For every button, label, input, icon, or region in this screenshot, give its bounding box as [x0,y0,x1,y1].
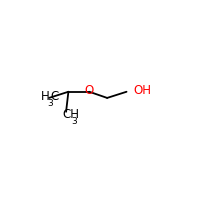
Text: O: O [85,84,94,97]
Text: 3: 3 [47,99,53,108]
Text: C: C [51,90,59,103]
Text: CH: CH [62,108,79,121]
Text: H: H [41,90,50,103]
Text: OH: OH [134,84,152,97]
Text: 3: 3 [72,117,77,126]
